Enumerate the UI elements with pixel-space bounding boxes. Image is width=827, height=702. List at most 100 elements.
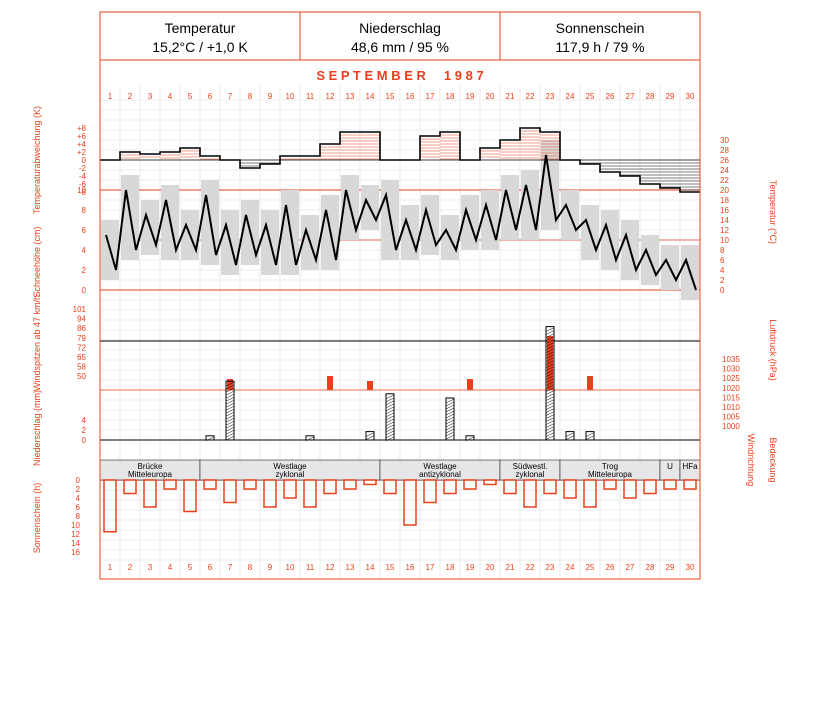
sunshine-tick: 2 (76, 485, 81, 494)
temp-tick: 2 (720, 276, 725, 285)
temp-dev-tick: +8 (77, 124, 87, 133)
wind-gust-bar (367, 381, 373, 390)
day-label-bottom: 2 (128, 563, 133, 572)
precip-bar (305, 435, 315, 441)
precip-hatch (545, 348, 555, 353)
sunshine-tick: 14 (71, 539, 80, 548)
sunshine-tick: 0 (76, 476, 81, 485)
weather-type-label: Trog (602, 462, 618, 471)
precip-tick: 0 (82, 436, 87, 445)
axis-label-temp-dev: Temperaturabweichung (K) (32, 106, 42, 214)
weather-type-label: HFa (682, 462, 698, 471)
wind-tick: 50 (77, 372, 86, 381)
temp-tick: 8 (720, 246, 725, 255)
axis-label-precip: Niederschlag (mm) (32, 390, 42, 466)
temp-dev-tick: +2 (77, 148, 87, 157)
precip-hatch (545, 342, 555, 347)
precip-hatch (545, 333, 555, 338)
precip-hatch (545, 432, 555, 437)
wind-tick: 101 (73, 305, 87, 314)
sunshine-bar (663, 479, 677, 490)
precip-hatch (225, 402, 235, 408)
day-label-bottom: 24 (566, 563, 575, 572)
sunshine-bar (563, 479, 577, 499)
sunshine-bar (503, 479, 517, 495)
precip-bar (465, 435, 475, 441)
snow-tick: 10 (77, 186, 86, 195)
pressure-tick: 1000 (722, 422, 740, 431)
day-label-top: 23 (546, 92, 555, 101)
day-label-bottom: 16 (406, 563, 415, 572)
temp-tick: 16 (720, 206, 729, 215)
temp-dev-tick: +4 (77, 140, 87, 149)
precip-hatch (545, 390, 555, 395)
precip-hatch (545, 393, 555, 398)
precip-hatch (385, 433, 395, 439)
precip-tick: 2 (82, 426, 87, 435)
header-precip-value: 48,6 mm / 95 % (351, 39, 449, 55)
precip-hatch (385, 418, 395, 424)
wind-gust-bar (227, 379, 233, 390)
day-label-top: 20 (486, 92, 495, 101)
header-sun-label: Sonnenschein (556, 20, 645, 36)
temp-dev-tick: -6 (79, 180, 87, 189)
day-label-bottom: 11 (306, 563, 315, 572)
precip-hatch (385, 409, 395, 415)
sunshine-bar (443, 479, 457, 495)
temp-tick: 6 (720, 256, 725, 265)
precip-hatch (545, 411, 555, 416)
precip-hatch (545, 384, 555, 389)
day-label-top: 19 (466, 92, 475, 101)
precip-hatch (445, 425, 455, 431)
precip-hatch (385, 436, 395, 442)
temp-tick: 30 (720, 136, 729, 145)
month-title: S E P T E M B E R 1 9 8 7 (316, 68, 483, 83)
day-label-bottom: 18 (446, 563, 455, 572)
precip-hatch (365, 432, 375, 437)
precip-hatch (585, 435, 595, 440)
temp-dev-tick: 0 (82, 156, 87, 165)
precip-hatch (225, 390, 235, 396)
day-label-bottom: 26 (606, 563, 615, 572)
day-label-top: 18 (446, 92, 455, 101)
precip-hatch (545, 423, 555, 428)
sunshine-bar (523, 479, 537, 508)
day-label-bottom: 15 (386, 563, 395, 572)
precip-hatch (545, 402, 555, 407)
weather-type-sublabel: antizyklonal (419, 470, 461, 479)
snow-tick: 4 (82, 246, 87, 255)
day-label-bottom: 7 (228, 563, 233, 572)
temp-tick: 0 (720, 286, 725, 295)
precip-hatch (385, 412, 395, 418)
sunshine-tick: 10 (71, 521, 80, 530)
precip-hatch (545, 330, 555, 335)
snow-tick: 8 (82, 206, 87, 215)
precip-hatch (385, 415, 395, 421)
precip-hatch (225, 387, 235, 393)
day-label-bottom: 25 (586, 563, 595, 572)
wind-tick: 79 (77, 334, 86, 343)
precip-hatch (445, 431, 455, 437)
precip-bar (545, 326, 555, 441)
precip-hatch (365, 435, 375, 440)
weather-type-sublabel: zyklonal (276, 470, 305, 479)
temp-tick: 10 (720, 236, 729, 245)
snow-tick: 2 (82, 266, 87, 275)
day-label-bottom: 1 (108, 563, 113, 572)
sunshine-bar (383, 479, 397, 495)
sunshine-bar (683, 479, 697, 490)
day-label-top: 30 (686, 92, 695, 101)
sunshine-bar (543, 479, 557, 495)
day-label-bottom: 12 (326, 563, 335, 572)
precip-hatch (385, 406, 395, 412)
day-label-bottom: 9 (268, 563, 273, 572)
temp-tick: 14 (720, 216, 729, 225)
day-label-bottom: 4 (168, 563, 173, 572)
day-label-top: 14 (366, 92, 375, 101)
sunshine-bar (483, 479, 497, 486)
sunshine-bar (363, 479, 377, 486)
temp-dev-tick: -4 (79, 172, 87, 181)
precip-hatch (225, 435, 235, 441)
wind-tick: 72 (77, 343, 86, 352)
